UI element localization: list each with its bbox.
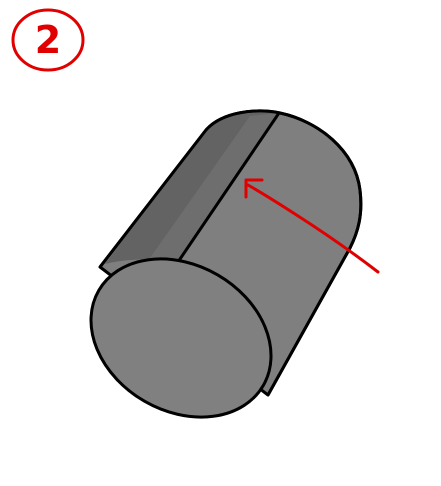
arrow-shaft (246, 183, 380, 274)
cylinder-highlight-band (150, 113, 278, 262)
cylinder-seam-line (176, 111, 281, 264)
cylinder-end-face (89, 257, 273, 419)
arrow-head (244, 178, 264, 199)
cylinder-icon (89, 109, 363, 419)
arrow-icon (244, 178, 380, 274)
step-circle-icon (11, 8, 85, 72)
cylinder-outline (98, 109, 363, 396)
step-marker (11, 8, 85, 72)
